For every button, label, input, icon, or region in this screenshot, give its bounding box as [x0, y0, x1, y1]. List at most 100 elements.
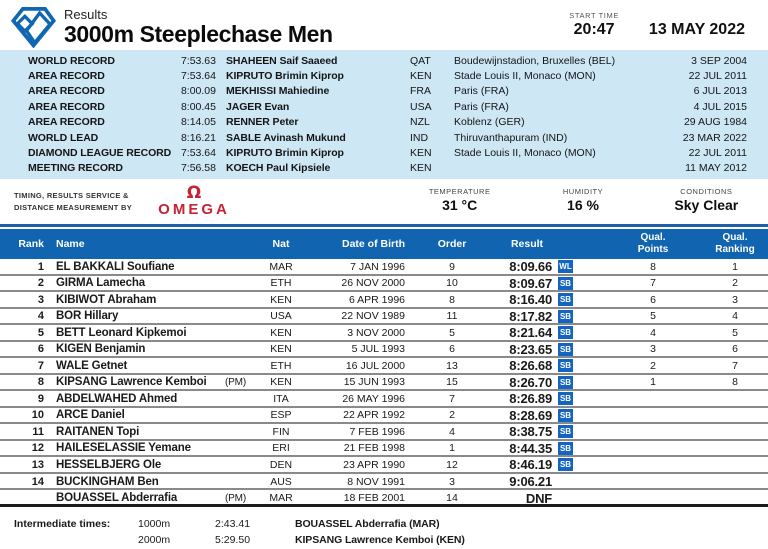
record-athlete: KOECH Paul Kipsiele [226, 162, 331, 175]
name-cell: KIPSANG Lawrence Kemboi (PM) [48, 376, 254, 388]
name-cell: BOR Hillary [48, 310, 254, 322]
diamond-league-logo-icon [10, 7, 57, 48]
result-badge: SB [558, 441, 573, 455]
result-badge: SB [558, 326, 573, 340]
record-venue: Koblenz (GER) [454, 116, 525, 129]
name-cell: BOUASSEL Abderrafia (PM) [48, 492, 254, 504]
start-time-value: 20:47 [573, 21, 615, 38]
record-date: 6 JUL 2013 [693, 85, 747, 98]
result-badge: SB [558, 276, 573, 290]
athlete-name: ABDELWAHED Ahmed [56, 392, 178, 405]
result-badge: SB [558, 392, 573, 406]
result-cell: 8:26.89 [509, 391, 552, 407]
weather-value: 16 % [567, 196, 599, 213]
result-badge: SB [558, 359, 573, 373]
col-header-name: Name [56, 238, 85, 251]
record-date: 22 JUL 2011 [688, 147, 747, 160]
result-cell: 8:21.64 [509, 325, 552, 341]
qual-ranking-cell: 1 [732, 260, 738, 273]
qual-points-cell: 1 [650, 376, 656, 389]
record-type-label: MEETING RECORD [28, 162, 123, 175]
col-header-qual-points-line2: Points [637, 244, 669, 256]
athlete-name: KIBIWOT Abraham [56, 293, 157, 306]
result-badge: SB [558, 342, 573, 356]
record-time: 7:53.64 [180, 147, 216, 160]
result-badge: WL [558, 260, 573, 274]
pacemaker-note: (PM) [224, 493, 246, 505]
col-header-qual-ranking-line1: Qual. [722, 232, 748, 244]
record-nationality: KEN [410, 162, 432, 175]
col-header-qual-points: Qual. Points [584, 232, 702, 256]
record-row: WORLD LEAD 8:16.21 SABLE Avinash Mukund … [28, 130, 747, 145]
name-cell: GIRMA Lamecha [48, 277, 254, 289]
name-cell: KIGEN Benjamin [48, 343, 254, 355]
record-venue: Stade Louis II, Monaco (MON) [454, 147, 596, 160]
rank-cell: 1 [37, 260, 44, 273]
nationality-cell: ETH [270, 359, 292, 372]
record-athlete: MEKHISSI Mahiedine [226, 85, 330, 98]
results-table-header: Rank Name Nat Date of Birth Order Result… [0, 229, 768, 260]
result-cell: 8:46.19 [509, 457, 552, 473]
dob-cell: 18 FEB 2001 [343, 492, 405, 505]
order-cell: 8 [449, 293, 455, 306]
record-type-label: DIAMOND LEAGUE RECORD [28, 147, 172, 160]
record-venue: Thiruvanthapuram (IND) [454, 131, 568, 144]
order-cell: 7 [449, 392, 455, 405]
weather-label: TEMPERATURE [428, 186, 491, 196]
name-cell: BUCKINGHAM Ben [48, 476, 254, 488]
athlete-name: RAITANEN Topi [56, 425, 140, 438]
weather-value: Sky Clear [674, 196, 739, 213]
badge-cell: SB [558, 309, 584, 323]
athlete-name: HESSELBJERG Ole [56, 458, 162, 471]
result-row: 4 BOR Hillary USA 22 NOV 1989 11 8:17.82… [0, 309, 768, 326]
record-type-label: WORLD LEAD [28, 131, 99, 144]
nationality-cell: ITA [273, 392, 289, 405]
timing-provider-line2: DISTANCE MEASUREMENT BY [14, 202, 133, 212]
dob-cell: 26 NOV 2000 [341, 277, 405, 290]
dob-cell: 15 JUN 1993 [343, 376, 405, 389]
omega-wordmark: OMEGA [158, 200, 230, 218]
qual-ranking-cell: 2 [732, 277, 738, 290]
record-nationality: NZL [410, 116, 430, 129]
badge-cell: SB [558, 359, 584, 373]
qual-ranking-cell: 7 [732, 359, 738, 372]
badge-cell: SB [558, 293, 584, 307]
result-row: 6 KIGEN Benjamin KEN 5 JUL 1993 6 8:23.6… [0, 342, 768, 359]
result-row: 14 BUCKINGHAM Ben AUS 8 NOV 1991 3 9:06.… [0, 474, 768, 491]
omega-logo: Ω OMEGA [154, 184, 234, 219]
result-badge: SB [558, 408, 573, 422]
name-cell: WALE Getnet [48, 360, 254, 372]
result-cell: 8:09.67 [509, 275, 552, 291]
nationality-cell: MAR [269, 492, 293, 505]
result-row: 13 HESSELBJERG Ole DEN 23 APR 1990 12 8:… [0, 457, 768, 474]
record-time: 8:14.05 [180, 116, 216, 129]
order-cell: 11 [446, 310, 458, 323]
intermediate-times-section: Intermediate times: 1000m 2:43.41 BOUASS… [0, 507, 768, 548]
rank-cell: 11 [32, 425, 44, 438]
result-cell: 8:28.69 [509, 407, 552, 423]
dob-cell: 6 APR 1996 [348, 293, 405, 306]
record-date: 3 SEP 2004 [691, 54, 747, 67]
name-cell: RAITANEN Topi [48, 426, 254, 438]
record-row: MEETING RECORD 7:56.58 KOECH Paul Kipsie… [28, 161, 747, 176]
timing-strip: TIMING, RESULTS SERVICE & DISTANCE MEASU… [0, 179, 768, 224]
athlete-name: ARCE Daniel [56, 409, 125, 422]
nationality-cell: KEN [270, 293, 292, 306]
nationality-cell: USA [270, 310, 292, 323]
result-cell: 8:26.68 [509, 358, 552, 374]
record-time: 8:00.45 [180, 100, 216, 113]
result-cell: DNF [525, 490, 552, 506]
badge-cell: SB [558, 276, 584, 290]
result-badge: SB [558, 425, 573, 439]
record-time: 7:56.58 [180, 162, 216, 175]
weather-label: CONDITIONS [680, 186, 733, 196]
order-cell: 9 [449, 260, 455, 273]
records-section: WORLD RECORD 7:53.63 SHAHEEN Saif Saaeed… [0, 50, 768, 180]
col-header-order: Order [437, 238, 467, 251]
athlete-name: BOUASSEL Abderrafia [56, 492, 178, 505]
start-time-label: START TIME [569, 11, 619, 20]
nationality-cell: ETH [270, 277, 292, 290]
result-row: 2 GIRMA Lamecha ETH 26 NOV 2000 10 8:09.… [0, 276, 768, 293]
record-date: 11 MAY 2012 [685, 162, 747, 175]
order-cell: 12 [446, 458, 458, 471]
